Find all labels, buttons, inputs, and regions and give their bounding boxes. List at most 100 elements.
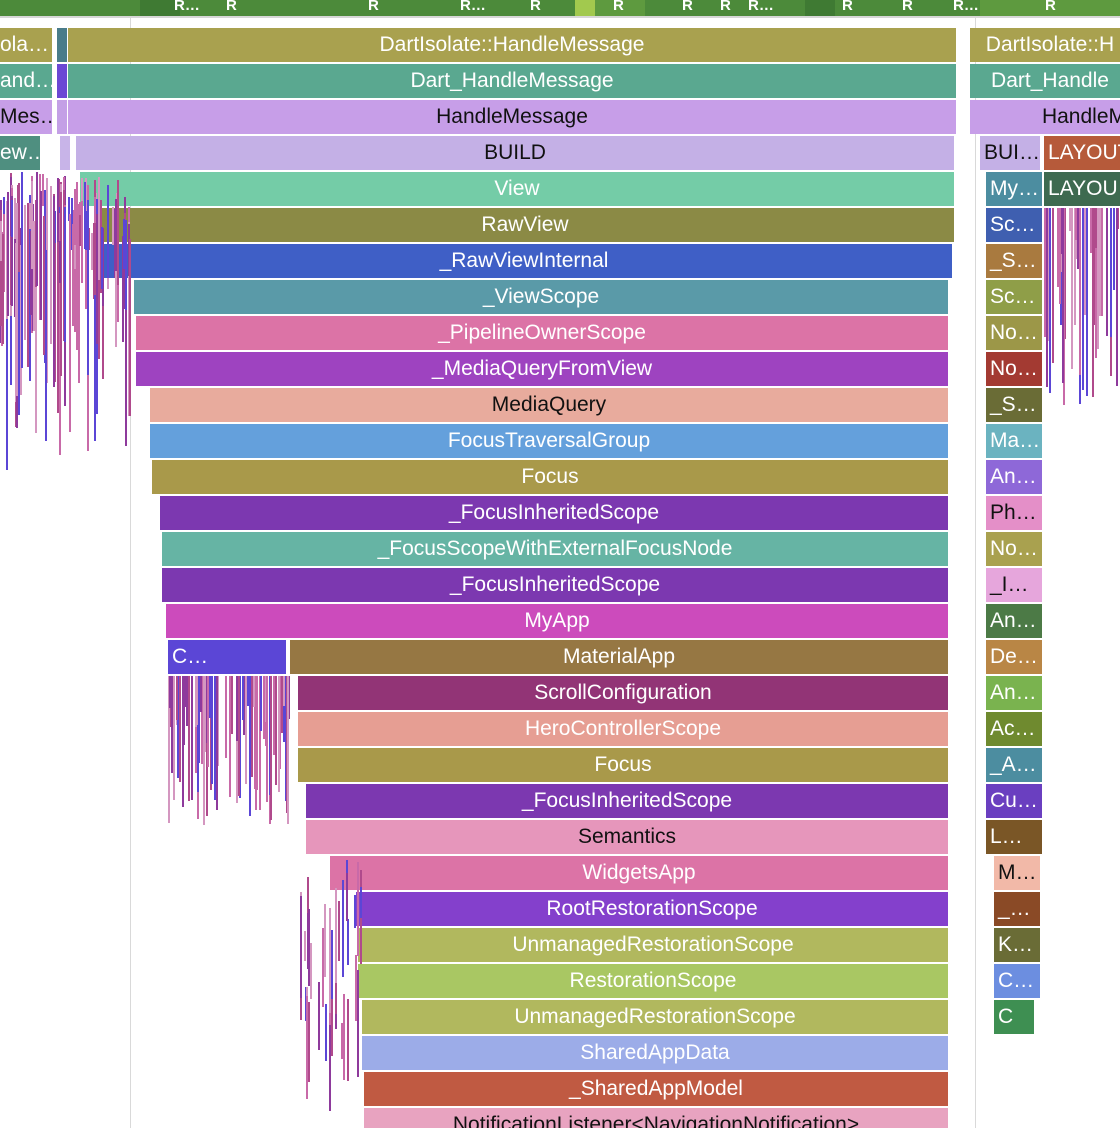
right-narrow-slice-3[interactable]: Sc…	[986, 280, 1042, 314]
stack-25-unmanagedrestorationscope[interactable]: UnmanagedRestorationScope	[358, 928, 948, 962]
stack-24-rootrestorationscope[interactable]: RootRestorationScope	[356, 892, 948, 926]
right-narrow-slice-1[interactable]: Sc…	[986, 208, 1042, 242]
mini-slice[interactable]	[60, 136, 70, 170]
frame-label[interactable]: R	[226, 0, 237, 14]
frame-label[interactable]: R	[613, 0, 624, 14]
right-narrow-slice-20[interactable]: _…	[994, 892, 1040, 926]
frame-label[interactable]: R…	[174, 0, 200, 14]
stack-30-notificationlistener-navigationnotification[interactable]: NotificationListener<NavigationNotificat…	[364, 1108, 948, 1128]
stack-4-view[interactable]: View	[80, 172, 954, 206]
frame-label[interactable]: R	[842, 0, 853, 14]
frame-segment[interactable]	[805, 0, 835, 16]
right-narrow-slice-11[interactable]: _I…	[986, 568, 1042, 602]
frame-label[interactable]: R	[530, 0, 541, 14]
right-narrow-slice-22[interactable]: C…	[994, 964, 1040, 998]
stack-27-unmanagedrestorationscope[interactable]: UnmanagedRestorationScope	[362, 1000, 948, 1034]
right-narrow-slice-15[interactable]: Ac…	[986, 712, 1042, 746]
stack-20-focus[interactable]: Focus	[298, 748, 948, 782]
stack-2-handlemessage[interactable]: HandleMessage	[68, 100, 956, 134]
right-narrow-slice-13[interactable]: De…	[986, 640, 1042, 674]
stack-18-scrollconfiguration[interactable]: ScrollConfiguration	[298, 676, 948, 710]
right-narrow-slice-17[interactable]: Cu…	[986, 784, 1042, 818]
left-slice-0[interactable]: ola…	[0, 28, 52, 62]
stack-3-build[interactable]: BUILD	[76, 136, 954, 170]
frame-segment[interactable]	[575, 0, 595, 16]
right-narrow-slice-10[interactable]: No…	[986, 532, 1042, 566]
layout-slice[interactable]: LAYOUT	[1044, 136, 1120, 170]
mini-slice[interactable]	[57, 64, 67, 98]
frame-segment[interactable]	[180, 0, 575, 16]
right-narrow-slice-2[interactable]: _S…	[986, 244, 1042, 278]
frame-label[interactable]: R…	[460, 0, 486, 14]
stack-10-mediaquery[interactable]: MediaQuery	[150, 388, 948, 422]
right-build-slice[interactable]: BUI…	[980, 136, 1040, 170]
stack-9-mediaqueryfromview[interactable]: _MediaQueryFromView	[136, 352, 948, 386]
stack-15-focusinheritedscope[interactable]: _FocusInheritedScope	[162, 568, 948, 602]
stack-17-materialapp[interactable]: MaterialApp	[290, 640, 948, 674]
sample-tick	[200, 676, 202, 712]
left-slice-2[interactable]: Mes…	[0, 100, 52, 134]
stack-29-sharedappmodel[interactable]: _SharedAppModel	[364, 1072, 948, 1106]
right-narrow-slice-14[interactable]: An…	[986, 676, 1042, 710]
stack-5-rawview[interactable]: RawView	[96, 208, 954, 242]
right-narrow-slice-7[interactable]: Ma…	[986, 424, 1042, 458]
sample-tick	[239, 676, 241, 798]
frame-label[interactable]: R	[720, 0, 731, 14]
frame-segment[interactable]	[0, 0, 140, 16]
stack-11-focustraversalgroup[interactable]: FocusTraversalGroup	[150, 424, 948, 458]
stack-8-pipelineownerscope[interactable]: _PipelineOwnerScope	[136, 316, 948, 350]
mini-slice[interactable]	[57, 28, 67, 62]
stack-6-rawviewinternal[interactable]: _RawViewInternal	[96, 244, 952, 278]
frame-segment[interactable]	[980, 0, 1120, 16]
frame-label[interactable]: R…	[953, 0, 979, 14]
stack-21-focusinheritedscope[interactable]: _FocusInheritedScope	[306, 784, 948, 818]
right-narrow-slice-6[interactable]: _S…	[986, 388, 1042, 422]
frame-label[interactable]: R	[902, 0, 913, 14]
frame-segment[interactable]	[140, 0, 180, 16]
stack-22-semantics[interactable]: Semantics	[306, 820, 948, 854]
frame-track[interactable]: R… R R R… R R R R R… R R R… R	[0, 0, 1120, 16]
stack-1-dart-handlemessage[interactable]: Dart_HandleMessage	[68, 64, 956, 98]
right-top-slice-1[interactable]: Dart_Handle	[970, 64, 1120, 98]
stack-16-myapp[interactable]: MyApp	[166, 604, 948, 638]
layout-slice-2[interactable]: LAYOU	[1044, 172, 1120, 206]
sample-tick	[1082, 208, 1084, 390]
stack-28-sharedappdata[interactable]: SharedAppData	[362, 1036, 948, 1070]
frame-segment[interactable]	[835, 0, 980, 16]
frame-segment[interactable]	[645, 0, 805, 16]
sample-tick	[1086, 208, 1088, 396]
frame-label[interactable]: R	[682, 0, 693, 14]
right-top-slice-0[interactable]: DartIsolate::H	[970, 28, 1120, 62]
right-narrow-slice-5[interactable]: No…	[986, 352, 1042, 386]
left-slice-3[interactable]: ew…	[0, 136, 40, 170]
right-narrow-slice-4[interactable]: No…	[986, 316, 1042, 350]
sample-tick	[107, 186, 109, 278]
stack-23-widgetsapp[interactable]: WidgetsApp	[330, 856, 948, 890]
frame-label[interactable]: R…	[748, 0, 774, 14]
right-narrow-slice-19[interactable]: M…	[994, 856, 1040, 890]
stack-7-viewscope[interactable]: _ViewScope	[134, 280, 948, 314]
right-narrow-slice-12[interactable]: An…	[986, 604, 1042, 638]
stack-19-herocontrollerscope[interactable]: HeroControllerScope	[298, 712, 948, 746]
right-narrow-slice-0[interactable]: My…	[986, 172, 1042, 206]
stack-0-dartisolate-handlemessage[interactable]: DartIsolate::HandleMessage	[68, 28, 956, 62]
right-top-slice-2[interactable]: HandleM	[970, 100, 1120, 134]
right-narrow-slice-8[interactable]: An…	[986, 460, 1042, 494]
stack-14-focusscopewithexternalfocusnode[interactable]: _FocusScopeWithExternalFocusNode	[162, 532, 948, 566]
stack-26-restorationscope[interactable]: RestorationScope	[358, 964, 948, 998]
right-narrow-slice-16[interactable]: _A…	[986, 748, 1042, 782]
mini-slice[interactable]	[57, 100, 67, 134]
right-narrow-slice-21[interactable]: K…	[994, 928, 1040, 962]
right-narrow-slice-9[interactable]: Ph…	[986, 496, 1042, 530]
stack-12-focus[interactable]: Focus	[152, 460, 948, 494]
right-narrow-slice-18[interactable]: L…	[986, 820, 1042, 854]
frame-segment[interactable]	[595, 0, 645, 16]
left-slice-1[interactable]: and…	[0, 64, 52, 98]
slice-c-truncated[interactable]: C…	[168, 640, 286, 674]
right-narrow-slice-23[interactable]: C	[994, 1000, 1034, 1034]
frame-label[interactable]: R	[368, 0, 379, 14]
stack-13-focusinheritedscope[interactable]: _FocusInheritedScope	[160, 496, 948, 530]
frame-label[interactable]: R	[1045, 0, 1056, 14]
sample-tick	[304, 931, 306, 961]
